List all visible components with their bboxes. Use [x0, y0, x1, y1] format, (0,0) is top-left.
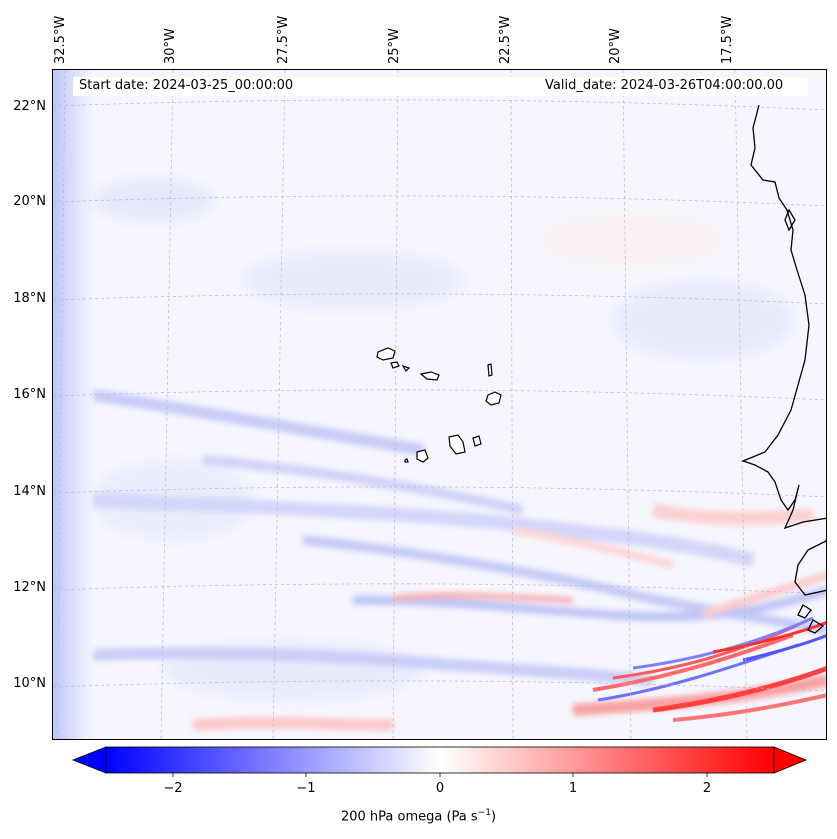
- lon-label-22-5w: 22.5°W: [498, 15, 513, 64]
- date-info-bar: [73, 77, 808, 96]
- lat-label-18n: 18°N: [13, 291, 46, 306]
- lon-label-25w: 25°W: [387, 28, 402, 64]
- colorbar-label: 200 hPa omega (Pa s−1): [0, 808, 837, 824]
- colorbar-gradient: [105, 746, 775, 774]
- lon-label-27-5w: 27.5°W: [276, 15, 291, 64]
- cape-verde-islands: [376, 347, 502, 463]
- colorbar-label-exponent: −1: [477, 808, 491, 818]
- colorbar-tick-0: 0: [435, 781, 445, 796]
- colorbar-extend-max: [773, 746, 808, 774]
- lat-label-22n: 22°N: [13, 99, 46, 114]
- colorbar-label-main: 200 hPa omega (Pa s: [340, 809, 478, 825]
- colorbar-extend-min: [71, 746, 107, 774]
- colorbar-tick-neg1: −1: [296, 781, 316, 796]
- lat-label-10n: 10°N: [13, 676, 46, 691]
- lon-label-17-5w: 17.5°W: [720, 15, 735, 64]
- lat-label-16n: 16°N: [13, 387, 46, 402]
- valid-date: Valid_date: 2024-03-26T04:00:00.00: [545, 78, 784, 93]
- colorbar-tick-2: 2: [702, 781, 712, 796]
- map-panel[interactable]: [52, 69, 827, 740]
- lon-label-30w: 30°W: [163, 28, 178, 64]
- colorbar-tick-1: 1: [568, 781, 578, 796]
- lat-label-14n: 14°N: [13, 484, 46, 499]
- omega-field: [53, 70, 826, 739]
- lon-label-20w: 20°W: [608, 28, 623, 64]
- lat-label-20n: 20°N: [13, 194, 46, 209]
- lat-label-12n: 12°N: [13, 580, 46, 595]
- colorbar-label-end: ): [490, 809, 497, 825]
- colorbar-tick-neg2: −2: [163, 781, 183, 796]
- lon-label-32-5w: 32.5°W: [53, 15, 68, 64]
- colorbar: [71, 746, 808, 777]
- start-date: Start date: 2024-03-25_00:00:00: [79, 78, 294, 93]
- coastline: [741, 104, 826, 634]
